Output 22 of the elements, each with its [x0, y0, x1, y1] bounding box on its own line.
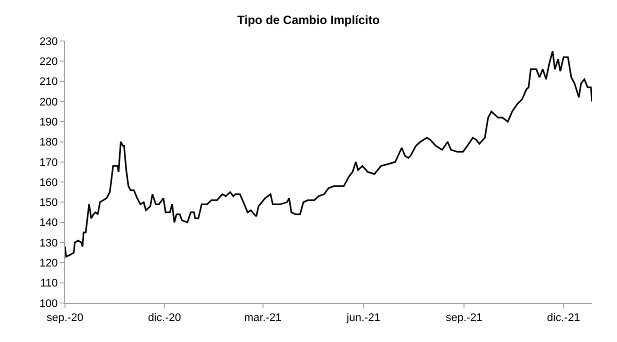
y-tick-label: 190 [39, 116, 58, 128]
y-tick-label: 100 [39, 298, 58, 310]
x-tick-label: sep.-21 [446, 312, 482, 324]
x-tick-label: mar.-21 [244, 312, 282, 324]
x-tick-label: sep.-20 [46, 312, 84, 324]
y-tick-label: 120 [39, 258, 58, 270]
y-tick-label: 130 [39, 237, 58, 250]
x-tick-label: jun.-21 [346, 312, 380, 324]
y-tick-label: 200 [39, 96, 58, 108]
y-tick-label: 210 [39, 76, 58, 88]
y-tick-label: 180 [39, 136, 58, 149]
y-tick-label: 170 [39, 156, 58, 169]
y-tick-label: 140 [39, 217, 58, 230]
line-series [65, 50, 592, 258]
y-tick-label: 220 [39, 56, 58, 68]
x-tick-label: dic.-20 [148, 312, 182, 324]
x-tick-label: dic.-21 [547, 312, 580, 324]
y-tick-label: 230 [39, 36, 58, 48]
y-tick-label: 160 [39, 176, 58, 189]
chart-title: Tipo de Cambio Implícito [237, 12, 380, 27]
y-tick-label: 110 [40, 278, 58, 290]
y-tick-label: 150 [39, 197, 58, 210]
